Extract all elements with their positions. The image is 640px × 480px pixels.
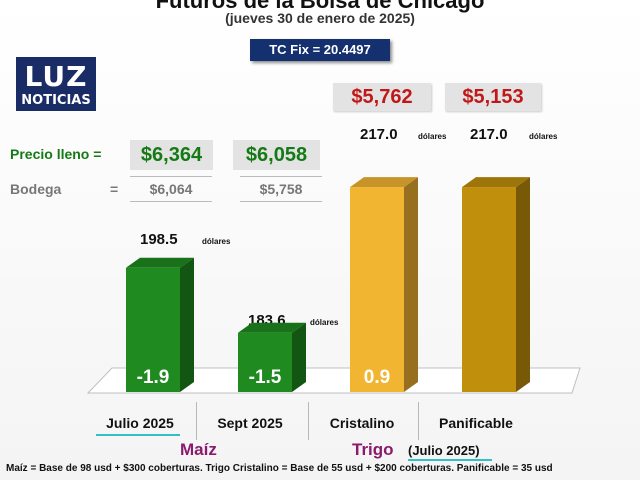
unit-label-sept: dólares [310,318,339,327]
bodega-julio: $6,064 [130,176,212,202]
category-separator [196,402,197,440]
bar-julio [126,257,194,392]
value-label-cristalino: 217.0 [360,126,398,143]
chart-floor [86,367,581,394]
bar-cristalino [350,177,418,392]
precio-lleno-label: Precio lleno = [10,146,102,162]
chart-subtitle: (jueves 30 de enero de 2025) [225,10,415,26]
logo-mark: LUZ [24,60,88,93]
group-label-trigo: Trigo [352,440,394,459]
value-label-julio: 198.5 [140,231,178,248]
change-label-cristalino: 0.9 [364,367,390,388]
category-separator [418,402,419,440]
luz-noticias-logo: LUZ NOTICIAS [16,57,96,111]
category-label-sept: Sept 2025 [217,415,283,431]
footnote: Maíz = Base de 98 usd + $300 coberturas.… [6,463,553,474]
unit-label-panificable: dólares [529,132,558,141]
group-sublabel-trigo: (Julio 2025) [408,443,480,458]
bodega-sept: $5,758 [240,176,322,202]
selected-underline-trigo [408,459,492,461]
price-full-julio: $6,364 [130,140,213,170]
unit-label-cristalino: dólares [418,132,447,141]
change-label-sept: -1.5 [249,367,282,388]
category-label-panificable: Panificable [439,415,513,431]
price-full-sept: $6,058 [233,140,320,170]
value-label-panificable: 217.0 [470,126,508,143]
chart-title: Futuros de la Bolsa de Chicago [155,0,485,13]
unit-label-julio: dólares [202,237,231,246]
price-full-cristalino: $5,762 [333,83,431,111]
selected-underline-julio [96,434,180,436]
category-label-cristalino: Cristalino [329,415,395,431]
exchange-rate-badge: TC Fix = 20.4497 [250,39,390,61]
bodega-equals: = [110,181,119,197]
group-label-maiz: Maíz [180,440,217,459]
change-label-julio: -1.9 [137,367,170,388]
bar-sept [238,322,306,392]
category-separator [308,402,309,440]
bar-panificable [462,177,530,392]
logo-word: NOTICIAS [21,93,91,108]
bodega-label: Bodega [10,181,62,197]
category-label-julio: Julio 2025 [106,415,174,431]
price-full-panificable: $5,153 [445,83,541,111]
